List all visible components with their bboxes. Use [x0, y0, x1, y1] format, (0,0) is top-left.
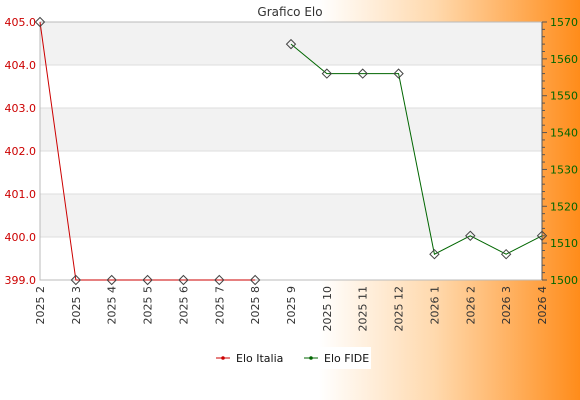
data-point-marker [285, 38, 297, 50]
x-tick-label: 2025 2 [34, 286, 47, 325]
legend-swatch-dot [221, 356, 225, 360]
x-tick-label: 2026 4 [536, 286, 549, 325]
x-tick-label: 2026 3 [500, 286, 513, 325]
plot-band [40, 237, 542, 280]
plot-band [40, 194, 542, 237]
left-tick-label: 402.0 [5, 145, 37, 158]
plot-bands [40, 22, 542, 280]
right-tick-label: 1500 [550, 274, 578, 287]
legend: Elo Italia Elo FIDE [210, 347, 371, 369]
right-tick-label: 1530 [550, 163, 578, 176]
x-tick-label: 2025 8 [249, 286, 262, 325]
right-tick-label: 1570 [550, 16, 578, 29]
legend-label: Elo Italia [236, 352, 283, 365]
x-axis: 2025 2 2025 3 2025 4 2025 5 2025 6 2025 7 2025… [34, 286, 549, 332]
left-axis: 399.0 400.0 401.0 402.0 403.0 404.0 405.0 [5, 16, 37, 287]
right-tick-label: 1540 [550, 127, 578, 140]
series-line [39, 21, 256, 281]
x-tick-label: 2026 1 [428, 286, 441, 325]
legend-swatch-dot [309, 356, 313, 360]
data-point-marker [429, 248, 440, 260]
data-point-marker [465, 230, 476, 241]
data-point-marker [34, 16, 46, 28]
x-tick-label: 2025 11 [357, 286, 370, 332]
data-point-marker [393, 68, 404, 79]
right-tick-label: 1510 [550, 237, 578, 250]
plot-band [40, 22, 542, 65]
data-point-marker [70, 274, 82, 286]
data-point-marker [214, 274, 225, 286]
x-tick-label: 2025 7 [213, 286, 226, 325]
left-tick-label: 403.0 [5, 102, 37, 115]
series-layer [34, 16, 548, 286]
data-point-marker [249, 274, 261, 286]
right-tick-label: 1550 [550, 90, 578, 103]
right-tick-label: 1560 [550, 53, 578, 66]
x-tick-label: 2025 5 [142, 286, 155, 325]
data-point-marker [321, 68, 333, 79]
plot-band [40, 65, 542, 108]
x-tick-label: 2025 6 [177, 286, 190, 325]
plot-band [40, 108, 542, 151]
left-tick-label: 401.0 [5, 188, 37, 201]
data-point-marker [178, 274, 189, 286]
series-line [290, 43, 543, 255]
right-axis: 1500 1510 1520 1530 1540 1550 1560 1570 [541, 16, 578, 287]
right-tick-label: 1520 [550, 200, 578, 213]
chart-title: Grafico Elo [257, 5, 322, 19]
data-point-marker [142, 274, 153, 286]
left-tick-label: 404.0 [5, 59, 37, 72]
legend-label: Elo FIDE [324, 352, 369, 365]
x-tick-label: 2025 4 [106, 286, 119, 325]
legend-box [210, 347, 371, 369]
x-tick-label: 2025 12 [393, 286, 406, 332]
x-tick-label: 2025 3 [70, 286, 83, 325]
left-tick-label: 405.0 [5, 16, 37, 29]
data-point-marker [536, 230, 548, 241]
data-point-marker [357, 68, 368, 79]
x-tick-label: 2025 9 [285, 286, 298, 325]
x-tick-label: 2026 2 [464, 286, 477, 325]
left-tick-label: 399.0 [5, 274, 37, 287]
x-tick-label: 2025 10 [321, 286, 334, 332]
data-point-marker [500, 248, 512, 260]
plot-band [40, 151, 542, 194]
data-point-marker [106, 274, 117, 286]
left-tick-label: 400.0 [5, 231, 37, 244]
